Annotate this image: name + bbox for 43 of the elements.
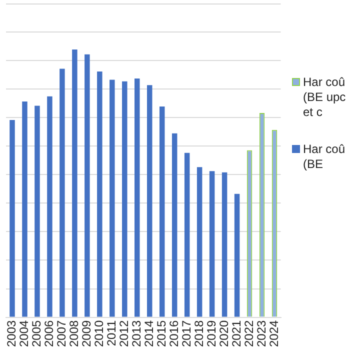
legend-label: Har coû (BE upc et c bbox=[303, 75, 347, 120]
x-tick-label: 2022 bbox=[242, 320, 256, 348]
bar bbox=[222, 172, 228, 317]
x-tick-label: 2016 bbox=[166, 320, 181, 348]
bar bbox=[147, 85, 152, 317]
x-tick-label: 2006 bbox=[42, 320, 56, 348]
x-tick-label: 2012 bbox=[116, 320, 131, 348]
x-tick-label: 2009 bbox=[79, 320, 94, 348]
x-tick-label: 2024 bbox=[266, 320, 281, 348]
x-tick-label: 2004 bbox=[17, 320, 32, 348]
bar bbox=[10, 120, 15, 317]
x-tick-label: 2008 bbox=[67, 320, 81, 348]
x-tick-label: 2015 bbox=[154, 320, 168, 348]
x-tick-label: 2018 bbox=[192, 320, 206, 348]
bar bbox=[110, 80, 115, 317]
bar bbox=[159, 106, 165, 317]
x-tick-label: 2011 bbox=[104, 320, 118, 346]
bar bbox=[122, 81, 128, 317]
bar bbox=[72, 50, 78, 317]
legend-label: Har coû (BE bbox=[303, 142, 346, 172]
x-tick-label: 2020 bbox=[216, 320, 231, 348]
bar bbox=[172, 133, 178, 317]
bar bbox=[196, 167, 202, 317]
bar bbox=[47, 96, 52, 317]
x-tick-label: 2005 bbox=[30, 320, 44, 348]
x-tick-label: 2023 bbox=[254, 320, 268, 348]
x-tick-label: 2013 bbox=[129, 320, 144, 348]
bar bbox=[60, 68, 65, 317]
x-tick-label: 2017 bbox=[179, 320, 194, 348]
bar bbox=[34, 106, 40, 317]
x-tick-label: 2010 bbox=[92, 320, 106, 348]
x-tick-label: 2007 bbox=[54, 320, 69, 348]
x-tick-label: 2019 bbox=[204, 320, 218, 348]
bar bbox=[234, 194, 240, 317]
bar bbox=[22, 101, 28, 317]
bar bbox=[134, 78, 140, 317]
bar bbox=[184, 152, 190, 317]
bar bbox=[97, 71, 102, 317]
x-tick-label: 2003 bbox=[4, 320, 19, 348]
bar bbox=[209, 171, 215, 317]
x-tick-label: 2014 bbox=[142, 320, 156, 348]
x-tick-label: 2021 bbox=[229, 320, 244, 348]
bar bbox=[84, 54, 90, 317]
